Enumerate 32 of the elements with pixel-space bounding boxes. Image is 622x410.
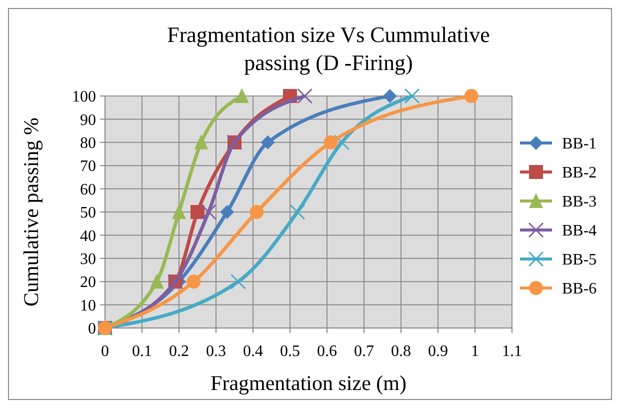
legend-label: BB-6 [562,280,597,298]
y-axis-title: Cumulative passing % [19,118,43,306]
x-tick-label: 0.6 [317,343,337,360]
legend-label: BB-1 [562,136,597,153]
y-tick-label: 10 [80,297,96,314]
legend-label: BB-4 [562,222,597,240]
chart-title: Fragmentation size Vs Cummulative passing (D -Firing) [167,22,490,75]
legend-label: BB-5 [562,252,597,269]
x-tick-label: 0.1 [132,343,152,360]
y-tick-label: 60 [80,181,96,198]
x-tick-label: 0.2 [169,343,189,360]
x-axis-title: Fragmentation size (m) [210,371,406,395]
x-tick-label: 1 [471,343,479,360]
x-tick-label: 0.9 [428,343,448,360]
y-tick-label: 80 [80,135,96,152]
legend-label: BB-3 [562,194,597,211]
y-tick-label: 100 [72,88,96,106]
x-tick-label: 0.4 [243,343,263,360]
x-tick-label: 0.8 [391,343,411,360]
y-tick-label: 20 [80,274,96,292]
y-tick-label: 90 [80,112,96,129]
x-tick-label: 0.7 [354,343,374,360]
legend-label: BB-2 [562,164,597,182]
y-tick-label: 50 [80,204,96,222]
y-tick-label: 0 [88,320,96,338]
y-tick-label: 30 [80,251,96,268]
x-tick-label: 0.5 [280,343,300,360]
x-tick-label: 0.3 [206,343,226,360]
y-tick-label: 40 [80,228,96,245]
x-tick-label: 1.1 [502,343,522,360]
y-tick-label: 70 [80,158,96,176]
x-tick-label: 0 [101,343,109,360]
